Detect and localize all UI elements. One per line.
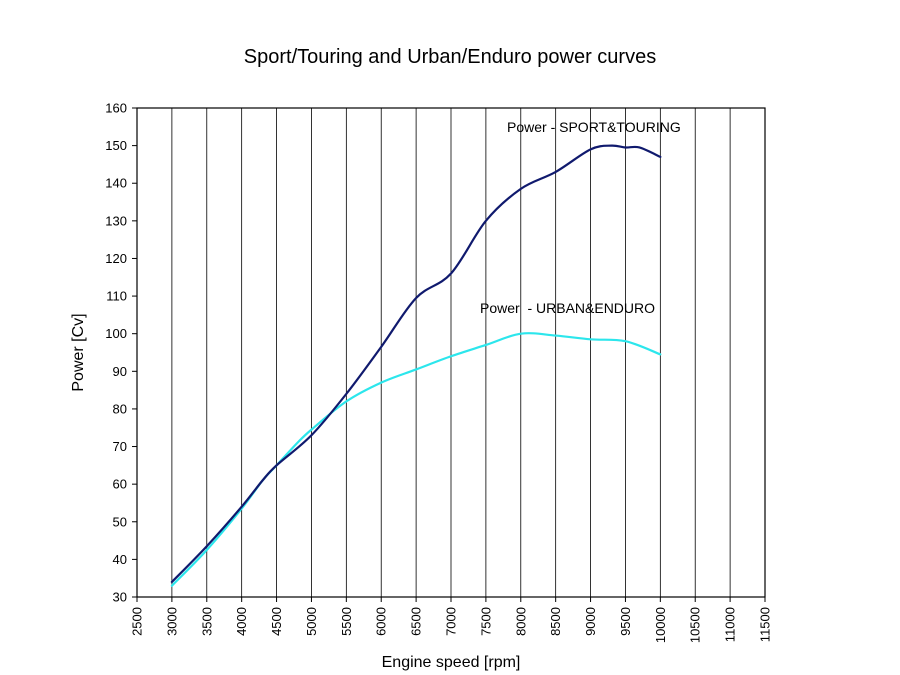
x-tick-label: 9500 [618,607,633,636]
y-tick-label: 130 [105,213,127,228]
x-tick-label: 2500 [130,607,145,636]
y-tick-label: 40 [113,552,127,567]
y-tick-label: 30 [113,590,127,605]
x-tick-label: 10000 [653,607,668,643]
y-tick-label: 100 [105,326,127,341]
y-tick-label: 110 [106,289,127,304]
y-tick-label: 90 [113,364,127,379]
x-tick-label: 7500 [478,607,493,636]
x-tick-label: 7000 [444,607,459,636]
series-label-sport-touring: Power - SPORT&TOURING [507,119,681,135]
y-tick-label: 120 [105,251,127,266]
x-tick-label: 4500 [269,607,284,636]
x-tick-label: 5500 [339,607,354,636]
y-tick-label: 140 [105,176,127,191]
x-tick-label: 10500 [688,607,703,643]
x-tick-label: 11500 [758,607,773,642]
y-tick-label: 60 [113,477,127,492]
y-tick-label: 150 [105,138,127,153]
x-tick-label: 5000 [304,607,319,636]
x-tick-label: 9000 [583,607,598,636]
series-line-sport-touring [170,144,662,584]
x-tick-label: 6500 [409,607,424,636]
x-tick-label: 3500 [199,607,214,636]
y-tick-label: 50 [113,514,127,529]
chart-title: Sport/Touring and Urban/Enduro power cur… [243,46,657,68]
y-tick-label: 70 [113,439,127,454]
series-label-urban-enduro: Power - URBAN&ENDURO [480,300,655,316]
x-tick-label: 8000 [513,607,528,636]
y-tick-label: 160 [105,101,127,116]
x-tick-label: 6000 [374,607,389,636]
x-tick-label: 4000 [234,607,249,636]
y-tick-label: 80 [113,401,127,416]
x-tick-label: 3000 [164,607,179,636]
x-tick-label: 8500 [548,607,563,636]
y-axis-label: Power [Cv] [70,313,87,391]
x-axis-label: Engine speed [rpm] [382,654,521,671]
x-tick-label: 11000 [723,607,738,642]
